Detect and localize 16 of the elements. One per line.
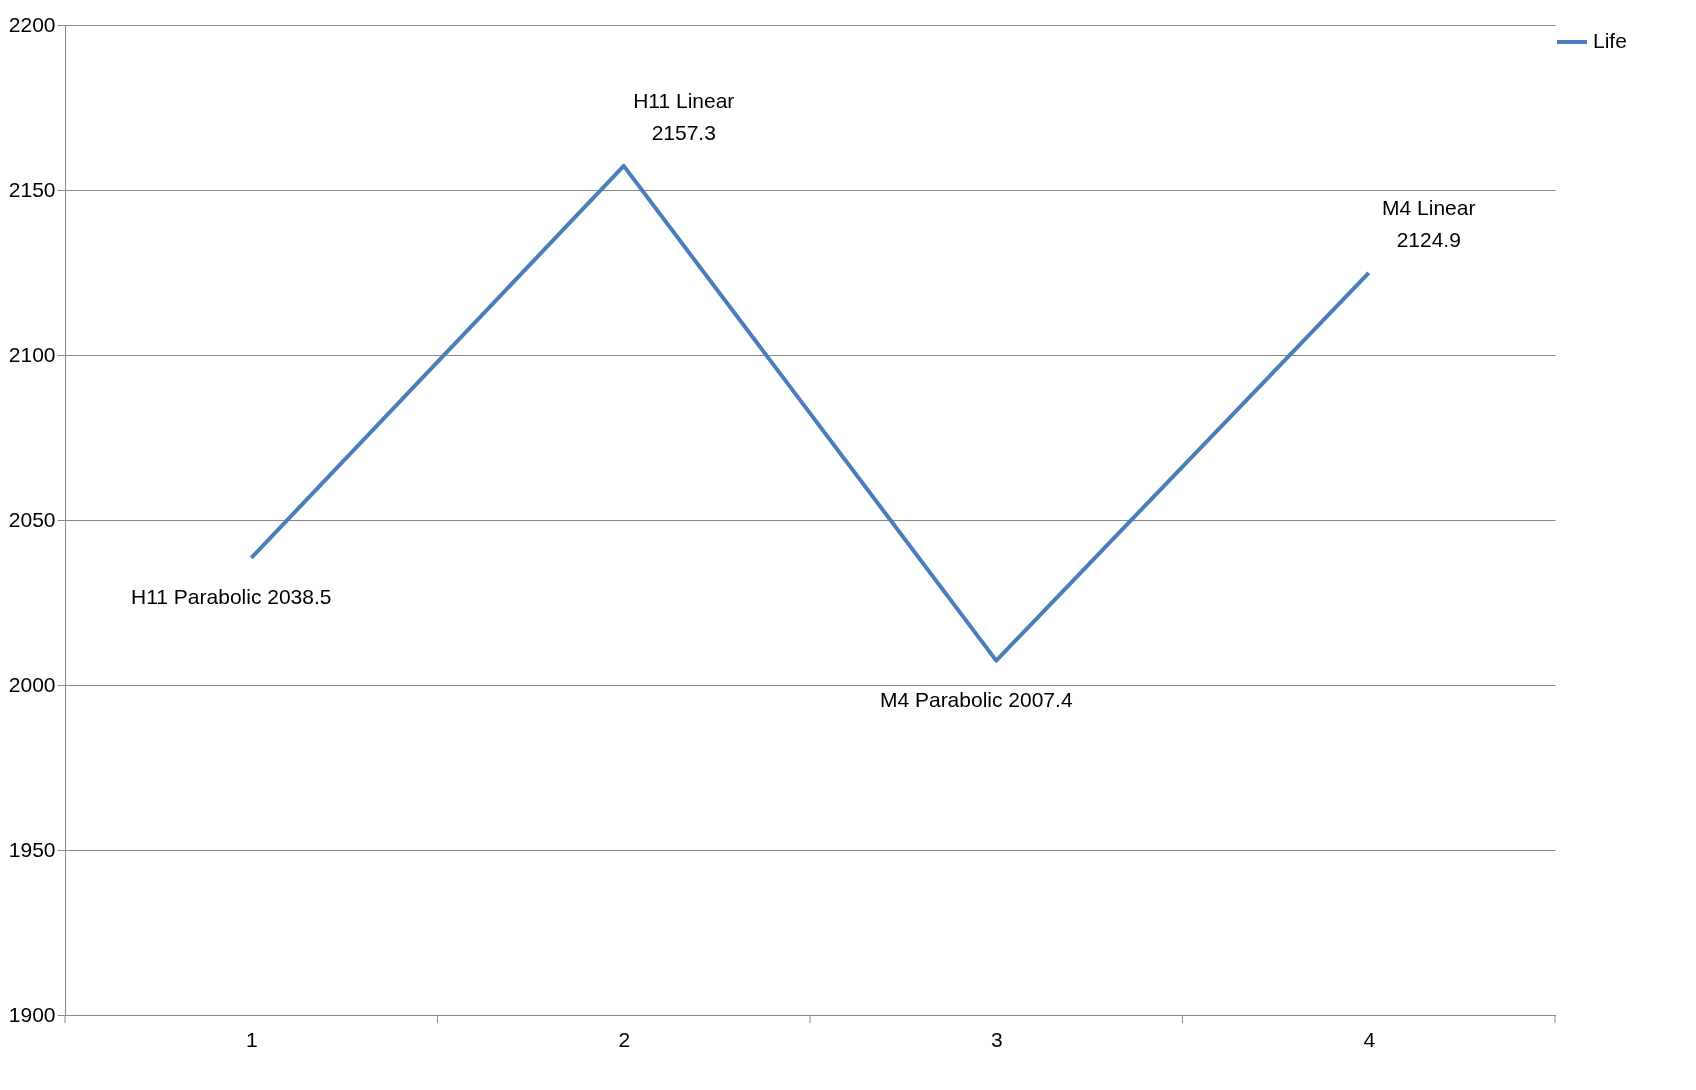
x-tick-label: 2 <box>618 1027 631 1051</box>
annotation: M4 Linear 2124.9 <box>1382 195 1476 251</box>
annotation: H11 Parabolic 2038.5 <box>131 584 332 608</box>
y-tick-label: 2100 <box>8 342 56 366</box>
x-tick-label: 4 <box>1363 1027 1376 1051</box>
y-tick-label: 2200 <box>8 12 56 36</box>
y-tick-label: 2000 <box>8 672 56 696</box>
annotation: H11 Linear 2157.3 <box>633 88 735 144</box>
y-tick-label: 2050 <box>8 507 56 531</box>
annotation: M4 Parabolic 2007.4 <box>879 687 1073 711</box>
y-tick-label: 2150 <box>8 177 56 201</box>
y-tick-label: 1900 <box>8 1002 56 1026</box>
legend-label: Life <box>1593 29 1627 52</box>
y-tick-label: 1950 <box>8 837 56 861</box>
x-tick-label: 1 <box>245 1027 258 1051</box>
x-tick-label: 3 <box>990 1027 1003 1051</box>
